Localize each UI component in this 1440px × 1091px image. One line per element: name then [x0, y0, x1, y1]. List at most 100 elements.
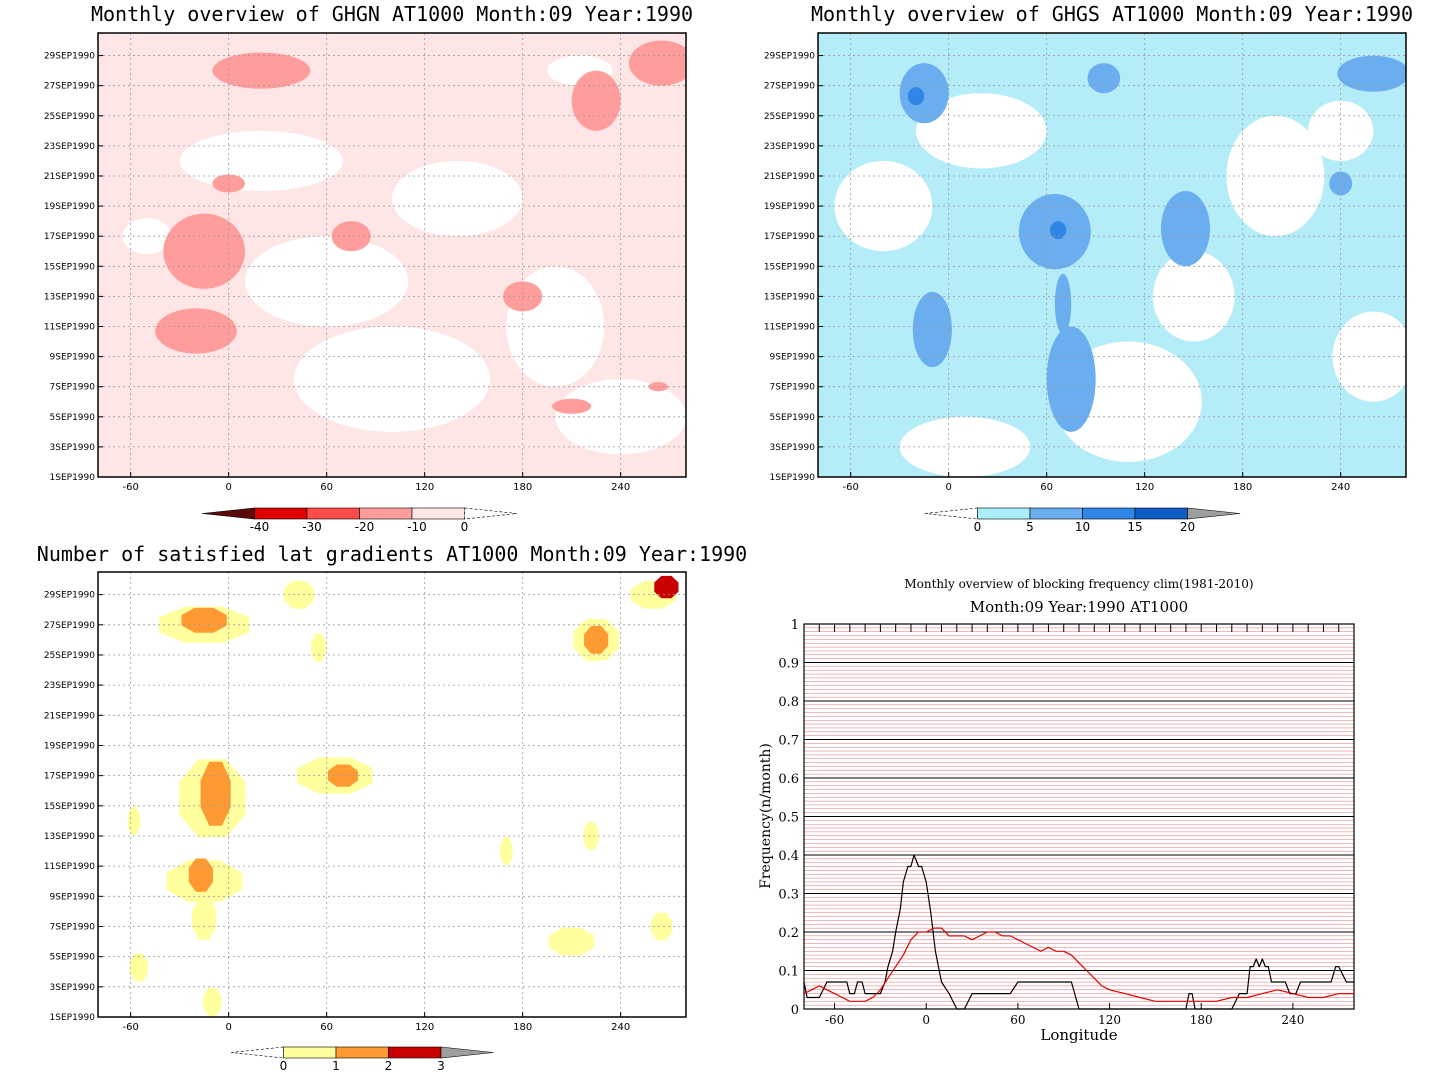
y-tick-label: 0.2 — [778, 926, 799, 941]
colorbar-swatch — [254, 507, 308, 520]
contour-region — [181, 607, 227, 633]
y-tick-label: 27SEP1990 — [44, 621, 95, 631]
y-tick-label: 1SEP1990 — [770, 473, 816, 483]
x-tick-label: 120 — [1098, 1013, 1121, 1027]
colorbar-extend-high — [464, 507, 518, 520]
y-tick-label: 7SEP1990 — [50, 922, 96, 932]
colorbar-swatch — [359, 507, 413, 520]
colorbar-swatch — [1029, 507, 1083, 520]
y-tick-label: 0.1 — [778, 965, 799, 980]
y-tick-label: 1SEP1990 — [50, 473, 96, 483]
contour-region — [899, 63, 949, 124]
colorbar-label: -20 — [355, 520, 375, 534]
x-tick-label: -60 — [122, 1022, 138, 1033]
y-tick-label: 0.3 — [778, 888, 799, 903]
y-tick-label: 0.4 — [778, 849, 799, 864]
y-tick-label: 1SEP1990 — [50, 1013, 96, 1023]
y-tick-label: 15SEP1990 — [764, 262, 815, 272]
y-tick-label: 5SEP1990 — [770, 413, 816, 423]
y-tick-label: 0 — [791, 1003, 799, 1018]
x-tick-label: 60 — [320, 482, 333, 493]
y-tick-label: 17SEP1990 — [764, 232, 815, 242]
colorbar-label: 0 — [280, 1059, 288, 1073]
ghgn-colorbar: -40 -30 -20 -10 0 — [201, 507, 518, 534]
colorbar-label: -10 — [407, 520, 427, 534]
y-tick-label: 11SEP1990 — [44, 322, 95, 332]
colorbar-swatch — [335, 1046, 389, 1059]
y-tick-label: 29SEP1990 — [764, 52, 815, 62]
y-tick-label: 27SEP1990 — [44, 82, 95, 92]
y-tick-label: 7SEP1990 — [770, 383, 816, 393]
ghgs-title: Monthly overview of GHGS AT1000 Month:09… — [811, 2, 1413, 26]
y-tick-label: 15SEP1990 — [44, 262, 95, 272]
x-tick-label: 240 — [611, 482, 630, 493]
series-line-red — [803, 927, 1354, 1002]
lat-gradients-plot: -60 0 60 120 180 240 1SEP1990 3SEP1990 5SEP1990 7… — [44, 571, 687, 1033]
y-tick-label: 15SEP1990 — [44, 802, 95, 812]
colorbar-extend-low — [924, 507, 978, 520]
contour-gap — [122, 218, 172, 255]
contour-region — [628, 40, 686, 86]
contour-region — [907, 87, 925, 106]
colorbar-label: 5 — [1026, 520, 1034, 534]
blocking-frequency-panel: Monthly overview of blocking frequency c… — [758, 577, 1355, 1044]
y-tick-label: 27SEP1990 — [764, 82, 815, 92]
contour-region — [129, 953, 148, 982]
y-tick-label: 3SEP1990 — [50, 983, 96, 993]
contour-region — [654, 575, 679, 599]
plot-frame — [97, 32, 687, 478]
colorbar-swatch — [1082, 507, 1136, 520]
y-tick-label: 21SEP1990 — [44, 711, 95, 721]
y-tick-label: 17SEP1990 — [44, 232, 95, 242]
x-tick-label: 240 — [1331, 482, 1350, 493]
y-tick-label: 0.7 — [778, 734, 799, 749]
contour-gap — [392, 160, 523, 237]
blocking-title: Monthly overview of blocking frequency c… — [904, 577, 1253, 591]
y-tick-label: 3SEP1990 — [770, 443, 816, 453]
contour-region — [549, 927, 595, 956]
y-tick-label: 13SEP1990 — [44, 292, 95, 302]
contour-region — [912, 291, 952, 368]
y-tick-label: 19SEP1990 — [44, 741, 95, 751]
blocking-ylabel: Frequency(n/month) — [758, 743, 774, 889]
contour-region — [155, 308, 237, 354]
contour-gap — [245, 236, 409, 327]
contour-region — [188, 858, 213, 892]
contour-region — [503, 281, 543, 312]
x-tick-label: 0 — [225, 482, 231, 493]
contour-region — [192, 898, 217, 940]
blocking-subtitle: Month:09 Year:1990 AT1000 — [970, 598, 1188, 616]
y-tick-label: 9SEP1990 — [50, 353, 96, 363]
series-line-black — [803, 854, 1354, 1010]
colorbar-label: 20 — [1180, 520, 1195, 534]
contour-region — [571, 70, 621, 131]
x-tick-label: 60 — [1040, 482, 1053, 493]
x-tick-label: 120 — [1135, 482, 1154, 493]
lat-gradients-colorbar: 0 1 2 3 — [230, 1046, 494, 1073]
colorbar-label: -30 — [302, 520, 322, 534]
x-tick-label: 60 — [320, 1022, 333, 1033]
x-tick-label: 180 — [1233, 482, 1252, 493]
y-tick-label: 0.8 — [778, 695, 799, 710]
blocking-xlabel: Longitude — [1040, 1026, 1117, 1044]
x-tick-label: 240 — [1281, 1013, 1304, 1027]
y-tick-label: 17SEP1990 — [44, 772, 95, 782]
x-tick-label: 180 — [1190, 1013, 1213, 1027]
colorbar-label: 10 — [1075, 520, 1090, 534]
ghgn-panel: Monthly overview of GHGN AT1000 Month:09… — [44, 2, 693, 534]
colorbar-label: 15 — [1127, 520, 1142, 534]
x-tick-label: 0 — [922, 1013, 930, 1027]
contour-region — [1049, 221, 1067, 240]
contour-gap — [179, 130, 343, 192]
colorbar-label: 2 — [385, 1059, 393, 1073]
colorbar-label: 0 — [461, 520, 469, 534]
x-tick-label: 60 — [1010, 1013, 1025, 1027]
colorbar-swatch — [388, 1046, 442, 1059]
y-tick-label: 11SEP1990 — [44, 862, 95, 872]
x-tick-label: -60 — [122, 482, 138, 493]
plot-frame — [97, 571, 687, 1018]
colorbar-extend-high — [440, 1046, 494, 1059]
y-tick-label: 0.5 — [778, 811, 799, 826]
y-tick-label: 1 — [791, 618, 799, 633]
contour-region — [1337, 55, 1406, 92]
